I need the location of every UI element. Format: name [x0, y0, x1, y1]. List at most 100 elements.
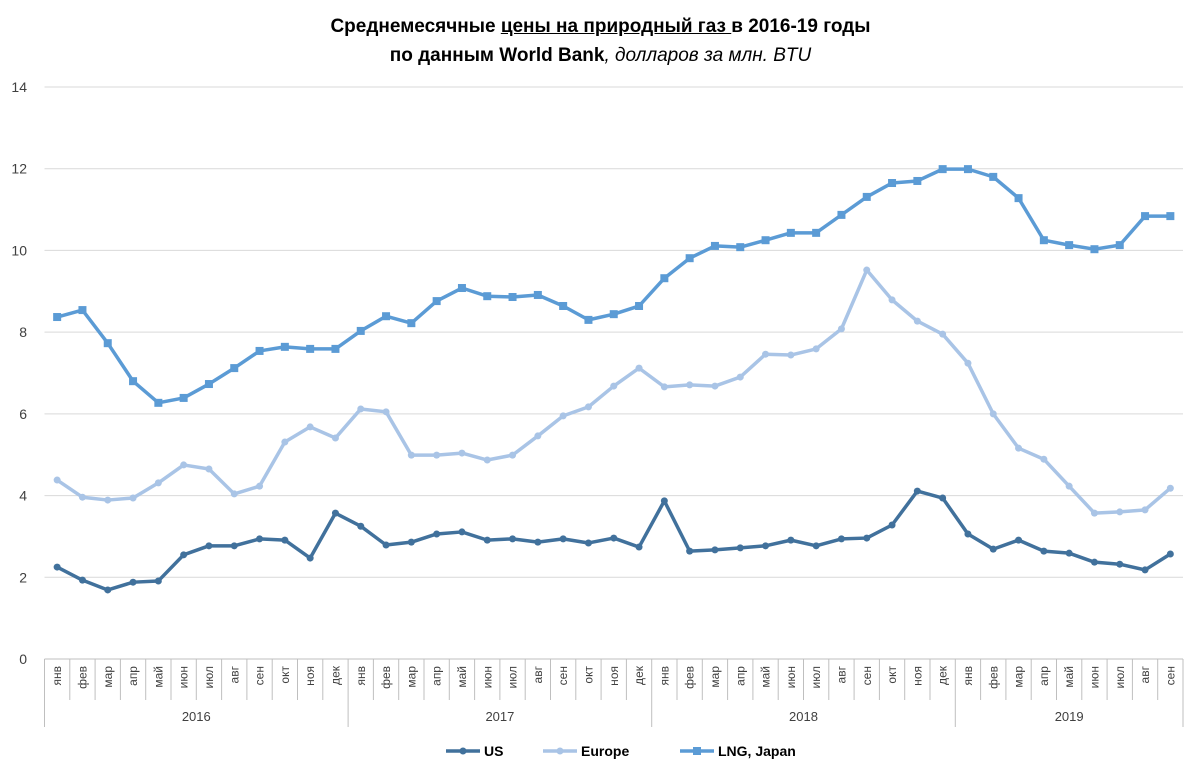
data-point-europe	[736, 373, 744, 381]
data-point-europe	[584, 403, 592, 411]
data-point-lng-japan	[457, 284, 466, 293]
title-text: по данным World Bank	[389, 45, 605, 66]
data-point-us	[205, 542, 213, 550]
x-tick-label-month: окт	[278, 666, 292, 684]
y-tick-label: 4	[19, 488, 27, 504]
data-point-lng-japan	[1039, 236, 1048, 245]
data-point-lng-japan	[1115, 241, 1124, 250]
data-point-us	[357, 522, 365, 530]
data-point-lng-japan	[963, 165, 972, 174]
data-point-europe	[711, 382, 719, 390]
data-point-europe	[306, 423, 314, 431]
data-point-europe	[1090, 509, 1098, 517]
data-point-us	[407, 538, 415, 546]
data-point-europe	[762, 350, 770, 358]
data-point-lng-japan	[660, 274, 669, 283]
x-tick-label-month: авг	[1138, 665, 1152, 683]
data-point-lng-japan	[1065, 241, 1074, 250]
legend-marker-lng-japan	[693, 747, 701, 755]
data-point-us	[281, 536, 289, 544]
data-point-lng-japan	[280, 342, 289, 351]
series-line-europe	[56, 268, 1172, 515]
data-point-us	[1141, 566, 1149, 574]
x-tick-label-month: мар	[404, 666, 418, 688]
x-tick-label-month: сен	[1163, 666, 1177, 685]
data-point-us	[104, 586, 112, 594]
data-point-europe	[787, 351, 795, 359]
data-point-europe	[1141, 506, 1149, 514]
data-point-europe	[154, 479, 162, 487]
data-point-europe	[559, 412, 567, 420]
x-tick-label-month: авг	[834, 665, 848, 683]
data-point-us	[53, 563, 61, 571]
data-point-lng-japan	[432, 297, 441, 306]
y-tick-label: 12	[11, 161, 27, 177]
data-point-lng-japan	[862, 192, 871, 201]
data-point-europe	[509, 451, 517, 459]
data-point-europe	[635, 364, 643, 372]
x-tick-label-month: июн	[1087, 666, 1101, 688]
x-tick-label-month: янв	[961, 666, 975, 686]
data-point-us	[1166, 550, 1174, 558]
data-point-europe	[407, 451, 415, 459]
y-tick-label: 14	[11, 79, 27, 95]
data-point-europe	[205, 465, 213, 473]
x-tick-label-month: апр	[1037, 666, 1051, 686]
x-tick-label-month: июл	[809, 666, 823, 688]
data-point-us	[154, 577, 162, 585]
data-point-lng-japan	[938, 165, 947, 174]
data-point-lng-japan	[1014, 194, 1023, 203]
data-point-europe	[256, 482, 264, 490]
data-point-us	[78, 576, 86, 584]
data-point-europe	[686, 381, 694, 389]
data-point-lng-japan	[888, 179, 897, 188]
data-point-europe	[104, 496, 112, 504]
data-point-us	[736, 544, 744, 552]
data-point-lng-japan	[1141, 212, 1150, 221]
data-point-lng-japan	[913, 176, 922, 185]
x-tick-label-month: мар	[101, 666, 115, 688]
x-tick-label-month: ноя	[607, 666, 621, 686]
data-point-europe	[1040, 455, 1048, 463]
legend-marker-us	[459, 747, 467, 755]
data-point-europe	[1116, 508, 1124, 516]
data-point-lng-japan	[204, 380, 213, 389]
x-tick-label-month: авг	[531, 665, 545, 683]
data-point-europe	[180, 461, 188, 469]
data-point-us	[230, 542, 238, 550]
data-point-europe	[1166, 484, 1174, 492]
x-tick-label-month: апр	[733, 666, 747, 686]
data-point-us	[660, 497, 668, 505]
x-tick-label-month: янв	[354, 666, 368, 686]
data-point-us	[458, 528, 466, 536]
y-tick-label: 10	[11, 242, 27, 258]
data-point-lng-japan	[356, 326, 365, 335]
x-tick-label-year: 2018	[789, 709, 818, 724]
data-point-europe	[53, 476, 61, 484]
data-point-us	[534, 538, 542, 546]
data-point-us	[483, 536, 491, 544]
data-point-us	[939, 494, 947, 502]
data-point-lng-japan	[382, 312, 391, 321]
x-tick-label-month: май	[151, 666, 165, 688]
chart-title-line2: по данным World Bank, долларов за млн. B…	[0, 41, 1201, 70]
data-point-lng-japan	[584, 315, 593, 324]
data-point-us	[1116, 560, 1124, 568]
data-point-europe	[534, 432, 542, 440]
data-point-us	[812, 542, 820, 550]
data-point-europe	[78, 493, 86, 501]
data-point-europe	[964, 359, 972, 367]
data-point-us	[711, 546, 719, 554]
data-point-us	[1040, 547, 1048, 555]
data-point-europe	[382, 408, 390, 416]
data-point-europe	[1015, 444, 1023, 452]
x-tick-label-month: апр	[430, 666, 444, 686]
data-point-us	[787, 536, 795, 544]
x-tick-label-month: фев	[986, 666, 1000, 689]
data-point-us	[989, 545, 997, 553]
x-tick-label-month: май	[455, 666, 469, 688]
x-tick-label-month: май	[759, 666, 773, 688]
legend-label-us: US	[484, 743, 503, 759]
x-tick-label-month: июн	[177, 666, 191, 688]
